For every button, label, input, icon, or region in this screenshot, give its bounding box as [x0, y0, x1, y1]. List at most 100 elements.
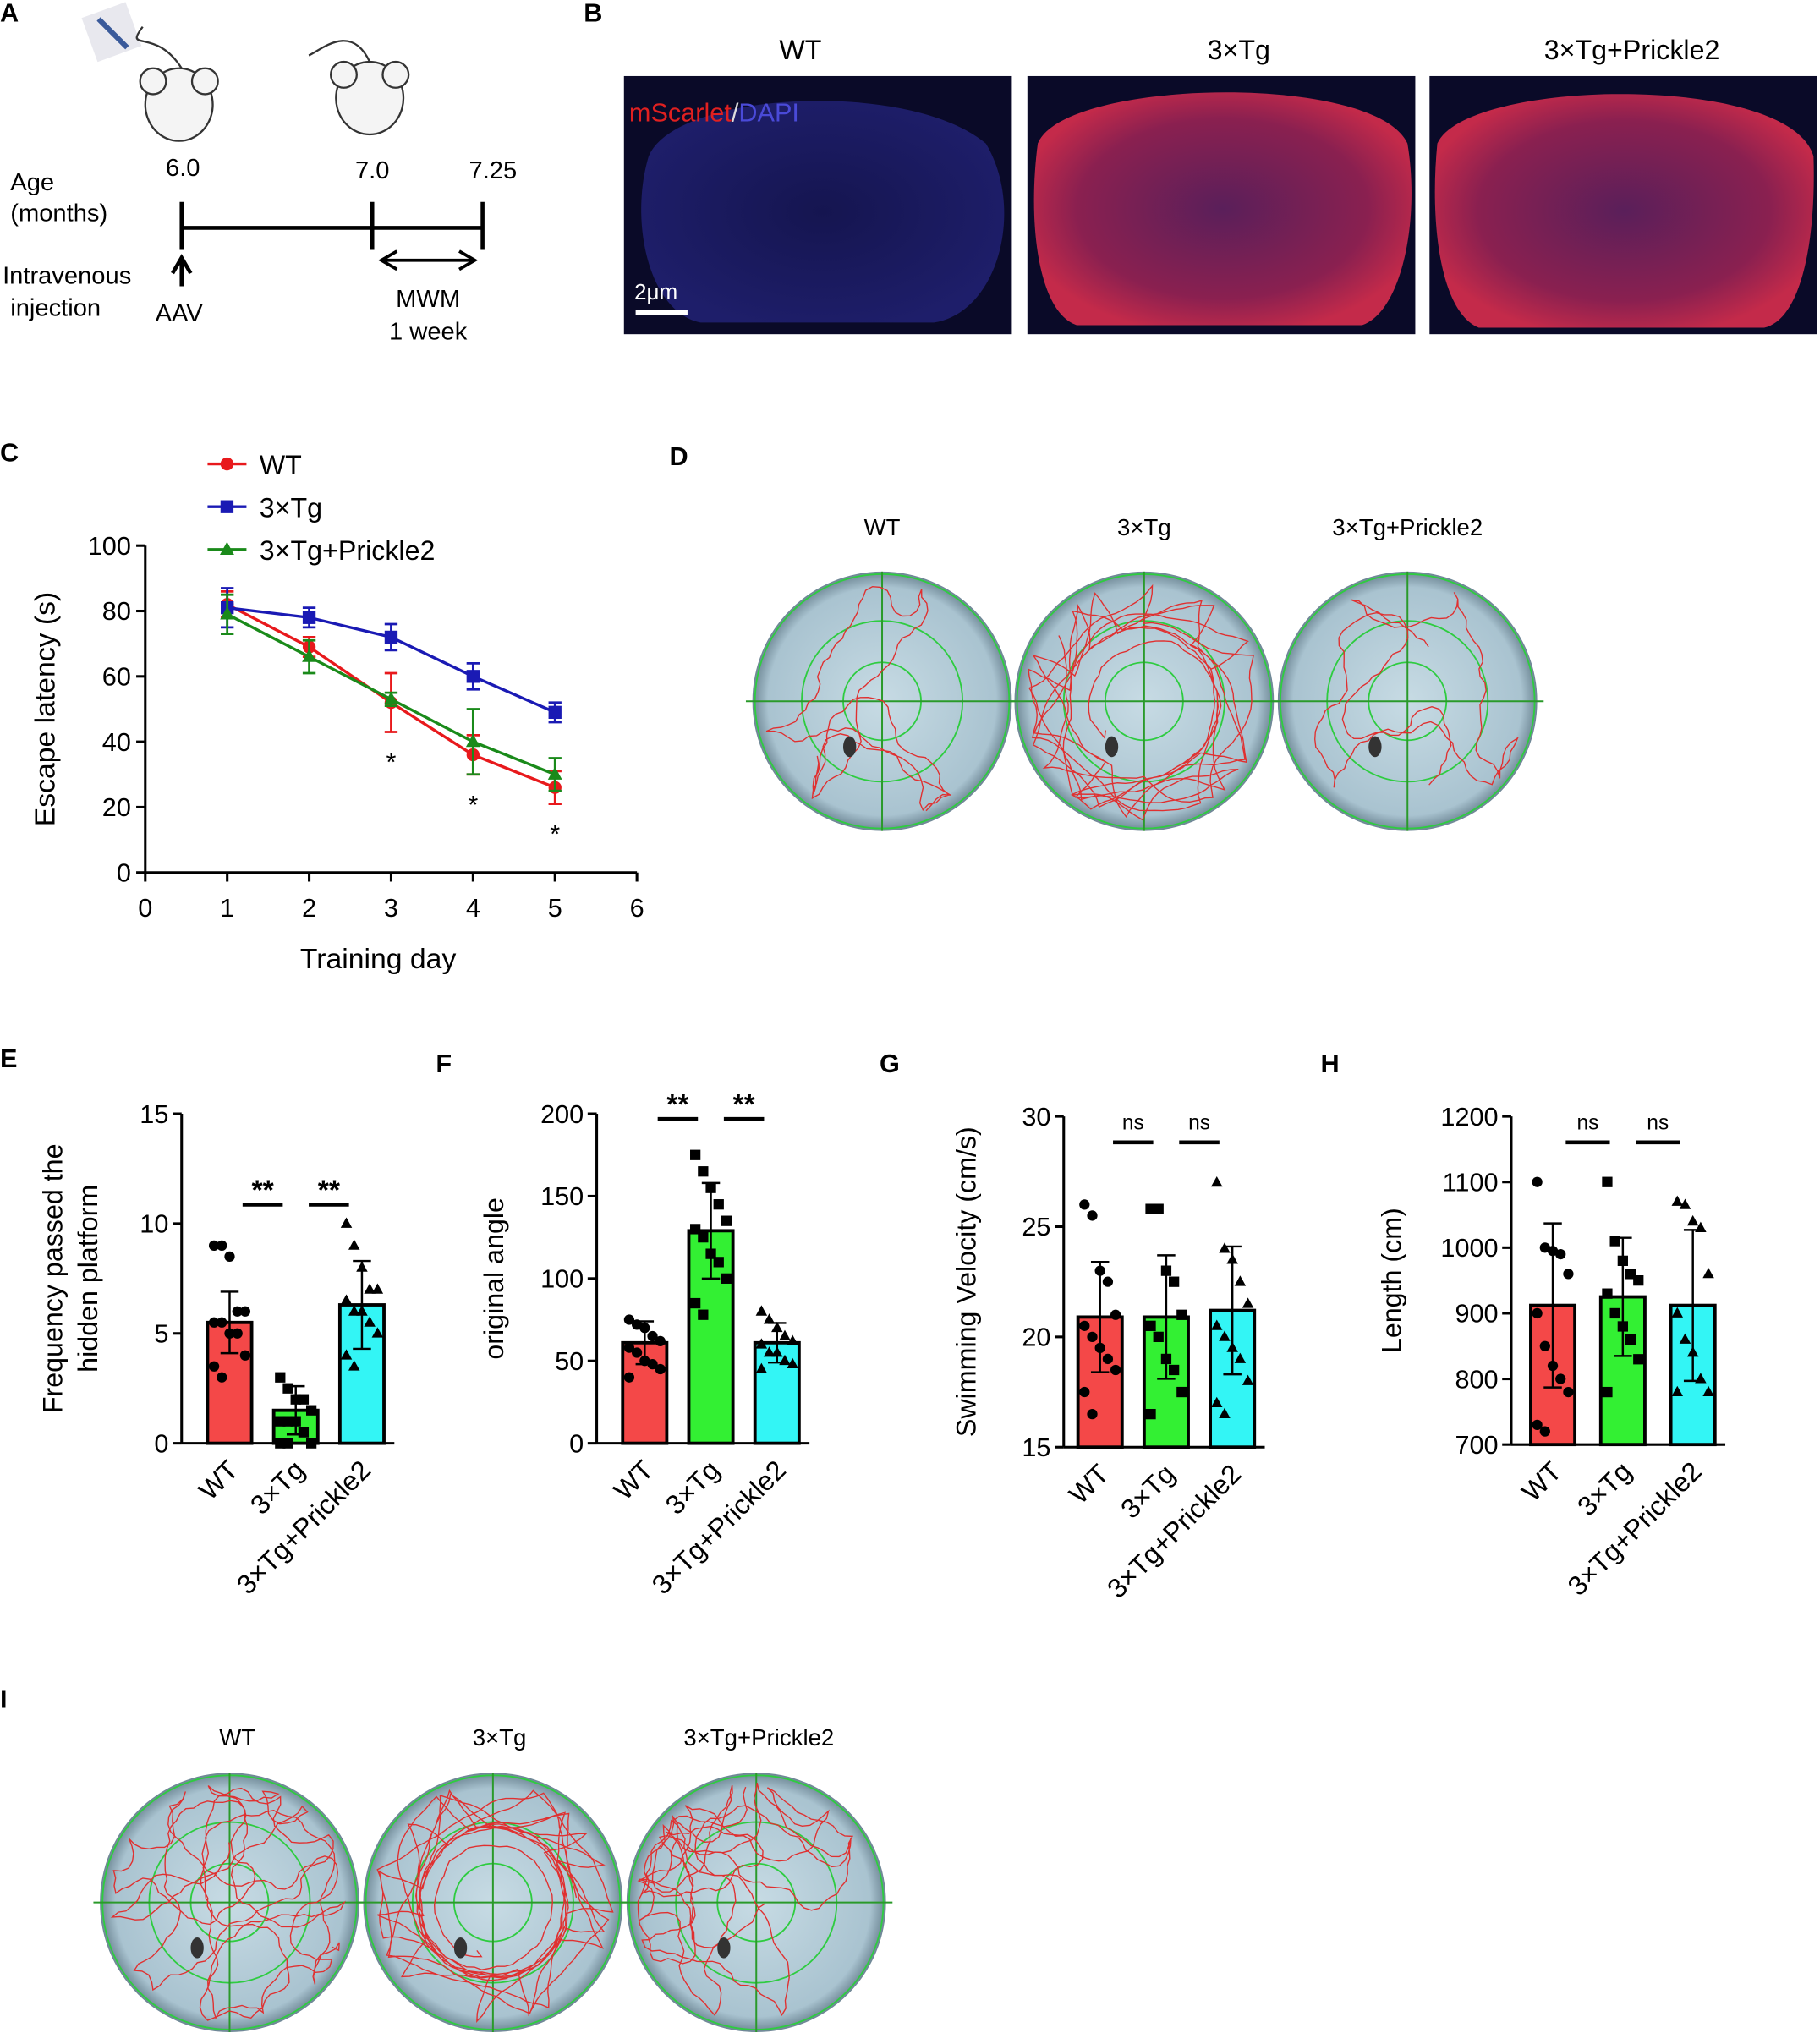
marker	[466, 670, 480, 683]
marker	[698, 1309, 709, 1320]
marker	[1539, 1242, 1550, 1253]
marker	[1079, 1320, 1090, 1331]
marker	[239, 1350, 251, 1361]
marker	[208, 1361, 220, 1372]
platform-shadow	[717, 1937, 731, 1959]
x-tick-label: WT	[193, 1455, 244, 1506]
platform-shadow	[453, 1937, 468, 1959]
marker	[305, 1438, 317, 1449]
marker	[690, 1297, 701, 1309]
maze-title: WT	[864, 514, 901, 540]
mouse-icon	[135, 25, 219, 142]
timeline-diagram: Age (months) 6.0 7.0 7.25 Intravenous in…	[3, 2, 517, 345]
marker	[1633, 1275, 1644, 1286]
panel-label: D	[669, 442, 688, 471]
swim-path	[376, 1789, 614, 2023]
error-bar	[635, 1320, 655, 1366]
stain-separator: /	[732, 99, 739, 128]
x-tick-label: 6	[630, 894, 644, 923]
x-tick-label: 1	[220, 894, 234, 923]
error-bar	[286, 1384, 305, 1436]
panel-label: C	[0, 439, 19, 468]
marker	[1087, 1331, 1098, 1342]
marker	[1234, 1275, 1247, 1286]
y-tick-label: 20	[102, 793, 131, 822]
marker	[302, 649, 317, 662]
y-tick-label: 5	[154, 1320, 168, 1349]
image-title: 3×Tg+Prickle2	[1544, 35, 1720, 65]
swim-path	[1314, 592, 1519, 788]
marker	[220, 606, 235, 620]
test-duration: 1 week	[389, 318, 468, 345]
maze-title: 3×Tg+Prickle2	[1332, 514, 1483, 540]
swim-path	[637, 1783, 854, 2017]
x-tick-label: 3	[384, 894, 398, 923]
swim-path	[1028, 584, 1255, 821]
error-bar	[1683, 1229, 1702, 1383]
significance-label: ns	[1647, 1111, 1669, 1134]
y-tick-label: 15	[140, 1100, 168, 1129]
y-tick-label: 100	[88, 532, 131, 561]
platform-shadow	[1105, 736, 1119, 758]
marker	[348, 1305, 360, 1316]
y-tick-label: 60	[102, 663, 131, 692]
marker	[623, 1372, 635, 1383]
swim-path	[110, 1785, 346, 2021]
marker	[655, 1363, 666, 1375]
significance-label: ns	[1576, 1111, 1598, 1134]
x-tick-label: WT	[608, 1455, 660, 1506]
marker	[217, 1317, 228, 1328]
scale-bar-label: 2μm	[634, 279, 677, 304]
histology-images: 2μm mScarlet/DAPI WT 3×Tg 3×Tg+Prickle2	[623, 35, 1817, 335]
error-bar	[701, 1181, 721, 1280]
significance-marker: *	[550, 820, 560, 849]
marker	[1211, 1396, 1223, 1407]
marker	[465, 733, 480, 748]
y-axis-label: original angle	[479, 1197, 509, 1360]
x-tick-label: WT	[1063, 1458, 1115, 1510]
error-bar	[220, 1290, 239, 1355]
marker	[1679, 1333, 1691, 1344]
y-tick-label: 0	[154, 1429, 168, 1458]
marker	[217, 1240, 228, 1252]
x-tick-label: 4	[466, 894, 480, 923]
duration-arrow	[378, 249, 479, 271]
y-tick-label: 50	[555, 1347, 584, 1376]
panel-label: E	[0, 1044, 17, 1073]
marker	[1153, 1331, 1164, 1342]
panel-labels: A B C D E F G H I	[0, 0, 1340, 1714]
marker	[1087, 1210, 1098, 1221]
marker	[1169, 1276, 1180, 1287]
marker	[282, 1438, 293, 1449]
error-bar	[353, 1259, 371, 1351]
marker	[1563, 1386, 1574, 1398]
marker	[371, 1283, 384, 1294]
mouse-icon	[308, 40, 410, 136]
platform-shadow	[190, 1937, 204, 1959]
y-axis-label: Escape latency (s)	[29, 592, 61, 827]
marker	[1532, 1419, 1543, 1431]
marker	[371, 1327, 384, 1338]
marker	[217, 1372, 228, 1383]
marker	[1679, 1198, 1691, 1209]
marker	[755, 1338, 768, 1349]
marker	[1169, 1364, 1180, 1376]
y-tick-label: 0	[569, 1429, 584, 1458]
y-tick-label: 40	[102, 728, 131, 757]
y-axis-label: Length (cm)	[1377, 1208, 1407, 1353]
marker	[721, 1273, 732, 1284]
significance-label: **	[251, 1174, 274, 1206]
marker	[364, 1283, 376, 1294]
marker	[1145, 1320, 1156, 1331]
marker	[1555, 1373, 1566, 1384]
x-tick-label: 3×Tg	[1571, 1455, 1637, 1521]
marker	[1532, 1176, 1543, 1187]
marker	[713, 1257, 724, 1268]
timeline-tick-label: 6.0	[166, 155, 200, 182]
y-tick-label: 80	[102, 597, 131, 626]
x-tick-label: 5	[548, 894, 562, 923]
marker	[1602, 1176, 1613, 1187]
maze-images: WT 3×Tg 3×Tg+Prickle2 WT 3×Tg 3×Tg+Prickle2	[93, 514, 1544, 2033]
significance-label: **	[318, 1174, 341, 1206]
